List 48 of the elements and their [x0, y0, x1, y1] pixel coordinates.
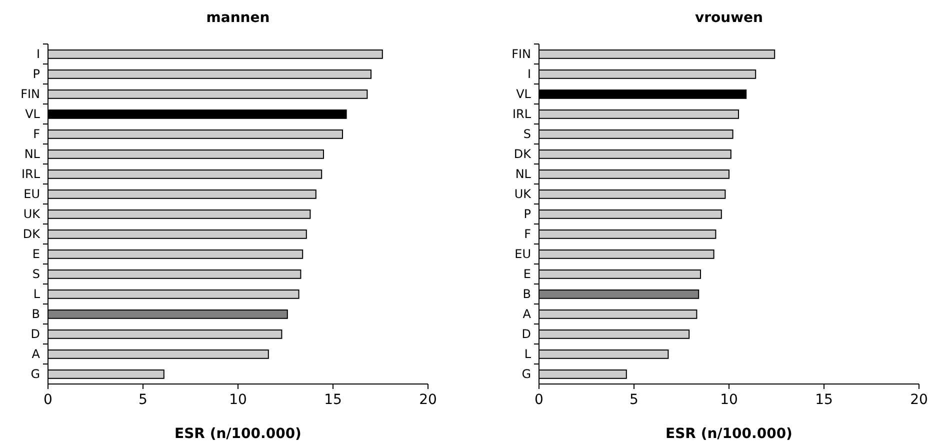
y-tick-label: S — [523, 127, 531, 141]
y-tick-label: DK — [22, 227, 42, 241]
x-tick-label: 10 — [229, 392, 247, 408]
y-tick-label: NL — [24, 147, 40, 161]
chart-title: vrouwen — [694, 10, 764, 26]
y-tick-label: UK — [23, 207, 42, 221]
y-tick-label: I — [527, 67, 531, 81]
y-tick-label: D — [522, 327, 531, 341]
y-tick-label: P — [524, 207, 531, 221]
y-tick-label: A — [522, 307, 532, 321]
y-tick-label: FIN — [512, 47, 531, 61]
y-tick-label: VL — [516, 87, 532, 101]
x-tick-label: 20 — [910, 392, 928, 408]
y-tick-label: VL — [25, 107, 40, 121]
x-tick-label: 0 — [534, 392, 544, 408]
y-tick-label: FIN — [20, 87, 40, 101]
y-tick-label: F — [33, 127, 40, 141]
y-tick-label: S — [32, 267, 40, 281]
x-axis-title: ESR (n/100.000) — [666, 426, 792, 442]
y-tick-label: L — [524, 347, 532, 361]
y-tick-label: E — [32, 247, 40, 261]
y-tick-label: F — [524, 227, 532, 241]
chart-title: mannen — [206, 10, 270, 26]
y-tick-label: EU — [24, 187, 40, 201]
y-tick-label: G — [30, 367, 40, 381]
y-tick-label: UK — [514, 187, 532, 201]
x-tick-label: 0 — [44, 392, 52, 408]
y-tick-label: E — [523, 267, 531, 281]
x-tick-label: 15 — [815, 392, 833, 408]
y-tick-label: A — [32, 347, 41, 361]
y-tick-label: DK — [514, 147, 532, 161]
y-tick-label: G — [522, 367, 531, 381]
x-tick-label: 20 — [419, 392, 437, 408]
y-tick-label: NL — [515, 167, 532, 181]
y-tick-label: B — [522, 287, 531, 301]
x-tick-label: 10 — [720, 392, 738, 408]
x-tick-label: 15 — [324, 392, 342, 408]
y-tick-label: EU — [514, 247, 531, 261]
x-tick-label: 5 — [630, 392, 638, 408]
y-tick-label: B — [32, 307, 40, 321]
y-tick-label: L — [33, 287, 40, 301]
y-tick-label: IRL — [512, 107, 532, 121]
x-tick-label: 5 — [138, 392, 148, 408]
y-tick-label: IRL — [21, 167, 40, 181]
y-tick-label: D — [30, 327, 40, 341]
x-axis-title: ESR (n/100.000) — [174, 426, 302, 442]
y-tick-label: P — [32, 67, 40, 81]
y-tick-label: I — [36, 47, 40, 61]
